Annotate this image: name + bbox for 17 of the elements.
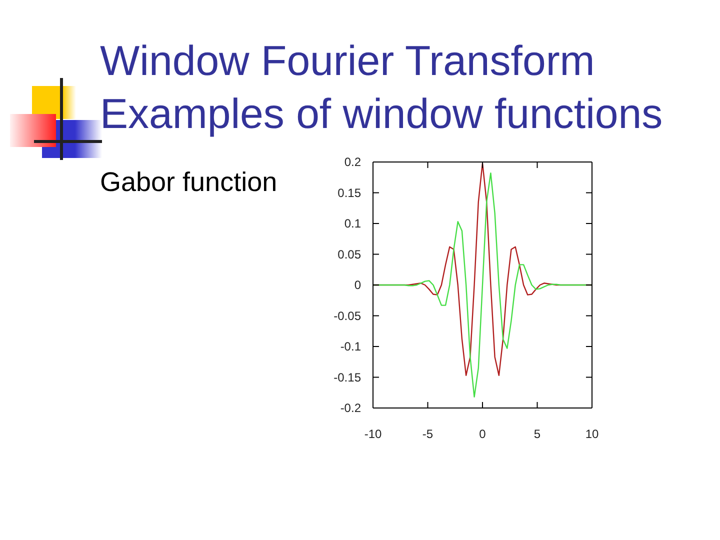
chart-title: Window Fourier Transform bbox=[100, 36, 595, 86]
y-tick-label: -0.15 bbox=[334, 370, 362, 384]
x-tick-label: -10 bbox=[364, 427, 382, 441]
x-tick-label: -5 bbox=[422, 427, 434, 441]
y-tick-label: -0.2 bbox=[340, 401, 362, 415]
x-tick-label: 0 bbox=[479, 427, 486, 441]
x-tick-label: 10 bbox=[585, 427, 599, 441]
y-tick-label: 0.05 bbox=[338, 247, 362, 262]
y-tick-label: -0.05 bbox=[334, 308, 362, 323]
y-tick-label: 0 bbox=[354, 278, 362, 292]
y-tick-label: 0.15 bbox=[338, 186, 362, 200]
chart-subtitle: Examples of window functions bbox=[100, 89, 663, 139]
y-tick-label: -0.1 bbox=[340, 340, 362, 354]
text: Gabor function bbox=[100, 166, 278, 198]
y-tick-label: 0.1 bbox=[344, 216, 362, 230]
x-tick-label: 5 bbox=[534, 427, 541, 441]
y-tick-label: 0.2 bbox=[344, 155, 362, 169]
